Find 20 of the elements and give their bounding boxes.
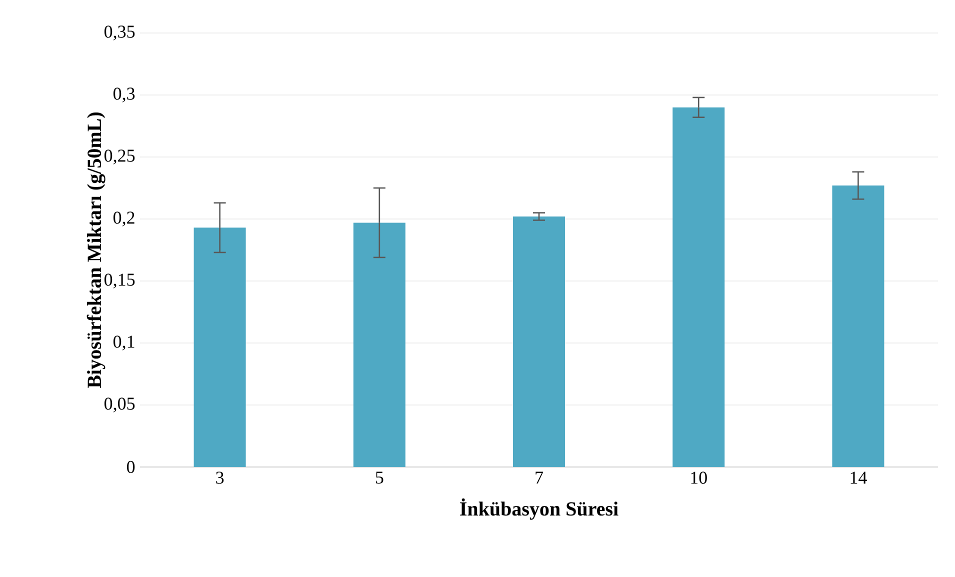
y-tick-label: 0,1 [113, 336, 134, 350]
bar [353, 222, 406, 467]
y-tick-label: 0,15 [104, 274, 135, 288]
x-axis-title: İnkübasyon Süresi [460, 498, 618, 520]
bar [513, 216, 565, 467]
x-tick-label: 3 [216, 472, 224, 484]
y-tick-label: 0,05 [104, 398, 135, 412]
y-tick-label: 0,2 [113, 212, 134, 226]
bar [672, 107, 725, 467]
bar [832, 186, 884, 467]
y-tick-label: 0,25 [104, 150, 135, 164]
bar [194, 228, 246, 467]
y-tick-label: 0 [126, 460, 135, 474]
x-tick-label: 5 [376, 472, 384, 484]
x-tick-label: 7 [536, 472, 543, 484]
x-tick-label: 14 [850, 472, 867, 484]
y-tick-label: 0,35 [104, 26, 135, 40]
x-tick-label: 10 [691, 472, 707, 484]
y-axis-title: Biyosürfektan Miktarı (g/50mL) [86, 112, 106, 388]
y-tick-label: 0,3 [113, 88, 135, 102]
